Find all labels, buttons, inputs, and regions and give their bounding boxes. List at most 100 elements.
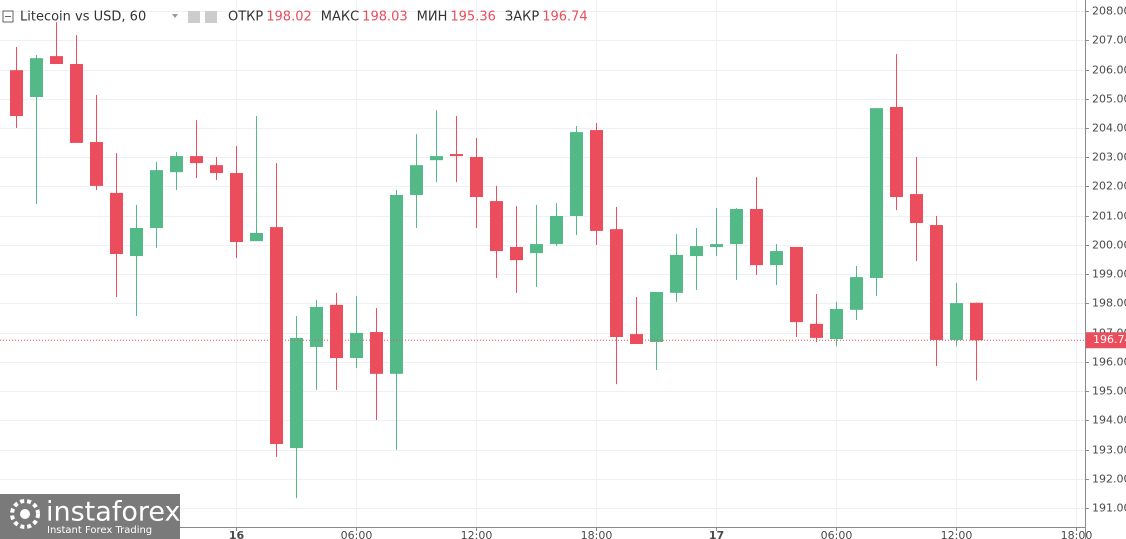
logo: instaforex Instant Forex Trading xyxy=(0,494,180,539)
candle-body xyxy=(750,208,763,266)
candle-body xyxy=(470,156,483,198)
y-tick-label: 198.00 xyxy=(1092,297,1126,310)
candle-body xyxy=(190,156,203,164)
y-tick-label: 206.00 xyxy=(1092,64,1126,77)
collapse-icon[interactable] xyxy=(2,10,14,23)
logo-icon xyxy=(10,499,40,529)
candle-body xyxy=(490,201,503,252)
price-label: 196.74 xyxy=(1093,333,1126,346)
y-tick-label: 193.00 xyxy=(1092,444,1126,457)
candle-body xyxy=(290,337,303,449)
candle-body xyxy=(590,130,603,231)
candle-body xyxy=(790,246,803,323)
x-tick-label: 18:00 xyxy=(581,529,613,539)
candle-body xyxy=(110,192,123,255)
x-tick-label: 06:00 xyxy=(341,529,373,539)
x-tick-label: 18:00 xyxy=(1061,529,1093,539)
ohlc-value: 196.74 xyxy=(542,10,588,25)
ohlc-label: МИН xyxy=(417,10,448,25)
ohlc-value: 195.36 xyxy=(450,10,496,25)
candle-body xyxy=(950,303,963,340)
candle-body xyxy=(690,246,703,257)
x-tick-label: 06:00 xyxy=(821,529,853,539)
candle-body xyxy=(90,142,103,186)
candle-body xyxy=(550,216,563,245)
candle-body xyxy=(350,332,363,359)
candle-body xyxy=(170,156,183,173)
candle-body xyxy=(390,194,403,374)
y-tick-label: 204.00 xyxy=(1092,122,1126,135)
axes: 191.00192.00193.00194.00195.00196.00197.… xyxy=(229,5,1126,539)
candle-body xyxy=(430,156,443,161)
candle-body xyxy=(270,227,283,444)
header: Litecoin vs USD, 60 ОТКР 198.02 МАКС 198.03… xyxy=(2,10,588,25)
candle-body xyxy=(670,254,683,293)
candle-body xyxy=(510,246,523,261)
candle-body xyxy=(330,304,343,359)
candle-body xyxy=(310,306,323,347)
y-tick-label: 208.00 xyxy=(1092,5,1126,18)
logo-brand: instaforex xyxy=(46,497,180,528)
candle-body xyxy=(850,277,863,310)
candle-body xyxy=(50,56,63,65)
candle-body xyxy=(230,173,243,243)
candle-body xyxy=(130,227,143,257)
candle-body xyxy=(210,165,223,174)
candle-body xyxy=(370,332,383,374)
candles xyxy=(0,22,1085,499)
chart-title: Litecoin vs USD, 60 xyxy=(20,10,146,25)
y-tick-label: 205.00 xyxy=(1092,93,1126,106)
x-tick-label: 16 xyxy=(229,529,245,539)
y-tick-label: 200.00 xyxy=(1092,239,1126,252)
settings-icon[interactable] xyxy=(188,11,200,23)
y-tick-label: 199.00 xyxy=(1092,268,1126,281)
x-tick-label: 12:00 xyxy=(941,529,973,539)
candle-body xyxy=(710,244,723,247)
candle-body xyxy=(410,165,423,195)
ohlc-label: МАКС xyxy=(321,10,359,25)
candle-body xyxy=(610,229,623,338)
candle-body xyxy=(830,308,843,340)
ohlc-value: 198.02 xyxy=(266,10,312,25)
settings-icon[interactable] xyxy=(205,11,217,23)
candle-body xyxy=(30,58,43,98)
candle-body xyxy=(650,291,663,342)
candle-body xyxy=(910,194,923,224)
dropdown-arrow[interactable] xyxy=(172,14,178,18)
candle-body xyxy=(70,64,83,143)
ohlc-label: ЗАКР xyxy=(505,10,539,25)
ohlc-label: ОТКР xyxy=(228,10,263,25)
logo-icon-core xyxy=(20,509,30,519)
y-tick-label: 202.00 xyxy=(1092,180,1126,193)
candle-body xyxy=(450,154,463,157)
x-tick-label: 12:00 xyxy=(461,529,493,539)
y-tick-label: 201.00 xyxy=(1092,210,1126,223)
y-tick-label: 207.00 xyxy=(1092,34,1126,47)
candle-body xyxy=(810,323,823,338)
candle-body xyxy=(630,334,643,345)
candle-body xyxy=(730,208,743,245)
candle-body xyxy=(870,108,883,278)
y-tick-label: 195.00 xyxy=(1092,385,1126,398)
price-label-box xyxy=(1086,332,1126,349)
candle-body xyxy=(890,106,903,198)
candle-body xyxy=(770,251,783,266)
logo-tagline: Instant Forex Trading xyxy=(47,525,152,536)
y-tick-label: 194.00 xyxy=(1092,414,1126,427)
candle-body xyxy=(150,170,163,228)
y-tick-label: 192.00 xyxy=(1092,473,1126,486)
y-tick-label: 196.00 xyxy=(1092,356,1126,369)
grid xyxy=(0,0,1085,527)
y-tick-label: 191.00 xyxy=(1092,502,1126,515)
candle-body xyxy=(530,244,543,254)
ohlc-value: 198.03 xyxy=(362,10,408,25)
x-tick-label: 17 xyxy=(709,529,724,539)
y-tick-label: 203.00 xyxy=(1092,151,1126,164)
candle-body xyxy=(570,132,583,217)
candle-body xyxy=(250,232,263,242)
candle-body xyxy=(970,302,983,341)
candle-body xyxy=(930,225,943,340)
candle-body xyxy=(10,70,23,117)
